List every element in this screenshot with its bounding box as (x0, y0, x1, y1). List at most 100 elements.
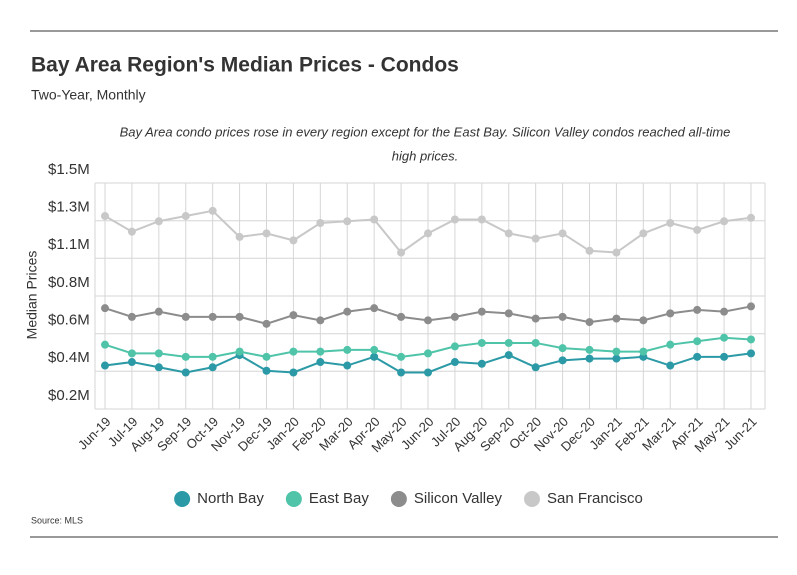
data-point (747, 213, 755, 222)
data-point (154, 307, 163, 316)
data-point (262, 366, 271, 375)
y-tick-label: $1.5M (48, 161, 90, 178)
data-point (639, 229, 648, 238)
data-point (154, 349, 163, 358)
data-point (693, 225, 702, 234)
data-point (127, 227, 136, 236)
data-point (424, 368, 432, 377)
data-point (424, 349, 432, 358)
data-point (450, 342, 459, 351)
annotation: Bay Area condo prices rose in every regi… (120, 124, 731, 139)
legend-label: East Bay (309, 490, 370, 507)
data-point (450, 215, 459, 224)
data-point (477, 215, 486, 224)
data-point (235, 347, 244, 356)
data-point (693, 337, 702, 346)
data-point (181, 212, 190, 221)
data-point (531, 363, 540, 372)
y-tick-label: $1.1M (48, 236, 90, 253)
data-point (612, 354, 621, 363)
data-point (208, 352, 217, 361)
data-point (720, 333, 729, 342)
data-point (747, 302, 755, 311)
data-point (693, 305, 702, 314)
data-point (316, 316, 325, 325)
data-point (612, 347, 621, 356)
y-axis-label: Median Prices (24, 251, 40, 340)
legend-swatch (523, 491, 540, 507)
data-point (531, 338, 540, 347)
data-point (612, 248, 621, 257)
data-point (208, 363, 217, 372)
data-point (558, 312, 567, 321)
data-point (477, 359, 486, 368)
data-point (181, 352, 190, 361)
legend: North Bay East Bay Silicon Valley San Franc… (174, 490, 643, 507)
data-point (127, 349, 136, 358)
data-point (747, 349, 755, 358)
data-point (693, 352, 702, 361)
legend-swatch (285, 491, 302, 507)
data-point (343, 345, 352, 354)
data-point (397, 248, 406, 257)
data-point (101, 340, 109, 349)
y-tick-label: $0.6M (48, 312, 90, 329)
data-point (370, 345, 379, 354)
source: Source: MLS (31, 515, 83, 525)
data-point (235, 312, 244, 321)
data-point (720, 352, 729, 361)
y-tick-label: $0.8M (48, 274, 90, 291)
data-point (289, 347, 298, 356)
data-point (558, 229, 567, 238)
data-point (262, 352, 271, 361)
data-point (504, 309, 513, 318)
chart-subtitle: Two-Year, Monthly (31, 87, 146, 103)
legend-item: Silicon Valley (390, 490, 503, 507)
data-point (585, 318, 594, 327)
data-point (370, 304, 379, 313)
data-point (262, 229, 271, 238)
data-point (720, 217, 729, 226)
data-point (666, 361, 675, 370)
legend-item: East Bay (285, 490, 370, 507)
data-point (504, 351, 513, 360)
y-tick-label: $0.2M (48, 387, 90, 404)
data-point (531, 314, 540, 323)
data-point (666, 218, 675, 227)
data-point (585, 354, 594, 363)
data-point (154, 363, 163, 372)
data-point (316, 218, 325, 227)
data-point (612, 314, 621, 323)
data-point (181, 368, 190, 377)
data-point (504, 338, 513, 347)
data-point (477, 338, 486, 347)
legend-label: Silicon Valley (414, 490, 503, 507)
data-point (504, 229, 513, 238)
x-tick-label: Jun-19 (75, 414, 114, 453)
legend-label: San Francisco (547, 490, 643, 507)
data-point (181, 312, 190, 321)
data-point (316, 358, 325, 367)
data-point (558, 356, 567, 365)
data-point (208, 206, 217, 215)
data-point (370, 352, 379, 361)
data-point (127, 358, 136, 367)
data-point (208, 312, 217, 321)
legend-swatch (174, 491, 191, 507)
annotation: high prices. (392, 148, 458, 163)
data-point (747, 335, 755, 344)
data-point (289, 311, 298, 320)
data-point (397, 312, 406, 321)
data-point (558, 344, 567, 353)
data-point (666, 340, 675, 349)
chart-title: Bay Area Region's Median Prices - Condos (31, 54, 459, 77)
legend-label: North Bay (197, 490, 264, 507)
data-point (450, 358, 459, 367)
data-point (101, 304, 109, 313)
data-point (101, 361, 109, 370)
data-point (720, 307, 729, 316)
data-point (289, 236, 298, 245)
legend-item: North Bay (174, 490, 264, 507)
data-point (424, 316, 432, 325)
